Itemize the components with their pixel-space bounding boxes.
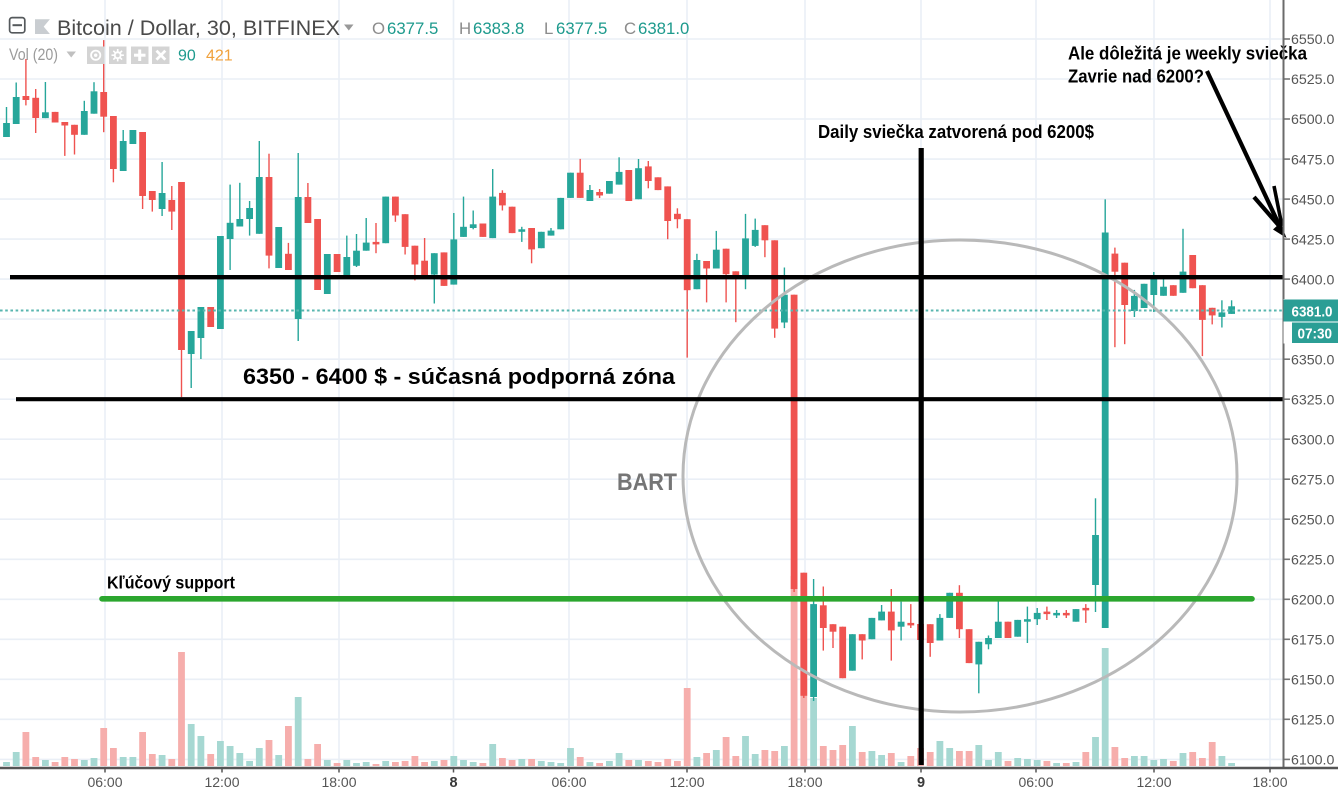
- svg-text:6383.8: 6383.8: [473, 19, 524, 38]
- svg-text:6377.5: 6377.5: [556, 19, 607, 38]
- svg-text:6381.0: 6381.0: [1292, 305, 1333, 321]
- svg-text:Bitcoin / Dollar, 30, BITFINEX: Bitcoin / Dollar, 30, BITFINEX: [57, 17, 340, 40]
- svg-text:6381.0: 6381.0: [638, 19, 689, 38]
- svg-text:6300.0: 6300.0: [1291, 432, 1335, 448]
- svg-text:06:00: 06:00: [87, 774, 122, 790]
- svg-text:6150.0: 6150.0: [1291, 673, 1335, 689]
- svg-text:L: L: [544, 19, 553, 38]
- svg-text:6350 - 6400 $ - súčasná podpor: 6350 - 6400 $ - súčasná podporná zóna: [243, 364, 676, 389]
- svg-text:6100.0: 6100.0: [1291, 753, 1335, 769]
- svg-text:Zavrie nad 6200?: Zavrie nad 6200?: [1068, 66, 1204, 87]
- svg-text:18:00: 18:00: [1252, 774, 1287, 790]
- svg-text:Kľúčový support: Kľúčový support: [107, 573, 235, 593]
- svg-text:90: 90: [178, 48, 196, 65]
- svg-text:9: 9: [917, 775, 925, 791]
- svg-text:6400.0: 6400.0: [1291, 272, 1335, 288]
- svg-text:H: H: [459, 19, 471, 38]
- svg-text:6200.0: 6200.0: [1291, 593, 1335, 609]
- svg-text:8: 8: [449, 775, 457, 791]
- svg-text:C: C: [624, 19, 636, 38]
- svg-text:6450.0: 6450.0: [1291, 192, 1335, 208]
- svg-text:6325.0: 6325.0: [1291, 392, 1335, 408]
- svg-text:6500.0: 6500.0: [1291, 112, 1335, 128]
- svg-text:O: O: [372, 19, 385, 38]
- svg-text:6475.0: 6475.0: [1291, 152, 1335, 168]
- svg-text:6377.5: 6377.5: [387, 19, 438, 38]
- svg-text:18:00: 18:00: [787, 774, 822, 790]
- svg-text:6125.0: 6125.0: [1291, 713, 1335, 729]
- svg-text:Vol (20): Vol (20): [9, 45, 58, 64]
- svg-text:6175.0: 6175.0: [1291, 633, 1335, 649]
- svg-text:12:00: 12:00: [1136, 774, 1171, 790]
- svg-text:18:00: 18:00: [321, 774, 356, 790]
- svg-text:BART: BART: [617, 469, 677, 496]
- svg-text:6250.0: 6250.0: [1291, 512, 1335, 528]
- svg-text:07:30: 07:30: [1298, 327, 1333, 343]
- svg-text:12:00: 12:00: [204, 774, 239, 790]
- svg-text:6425.0: 6425.0: [1291, 232, 1335, 248]
- svg-text:421: 421: [206, 48, 233, 65]
- svg-text:6550.0: 6550.0: [1291, 32, 1335, 48]
- svg-text:6350.0: 6350.0: [1291, 352, 1335, 368]
- svg-text:06:00: 06:00: [551, 774, 586, 790]
- svg-text:06:00: 06:00: [1018, 774, 1053, 790]
- svg-text:12:00: 12:00: [669, 774, 704, 790]
- svg-text:Daily sviečka zatvorená pod 62: Daily sviečka zatvorená pod 6200$: [818, 121, 1095, 142]
- svg-text:6275.0: 6275.0: [1291, 472, 1335, 488]
- svg-text:6225.0: 6225.0: [1291, 553, 1335, 569]
- svg-text:6525.0: 6525.0: [1291, 72, 1335, 88]
- svg-text:Ale dôležitá je weekly sviečka: Ale dôležitá je weekly sviečka: [1068, 43, 1308, 64]
